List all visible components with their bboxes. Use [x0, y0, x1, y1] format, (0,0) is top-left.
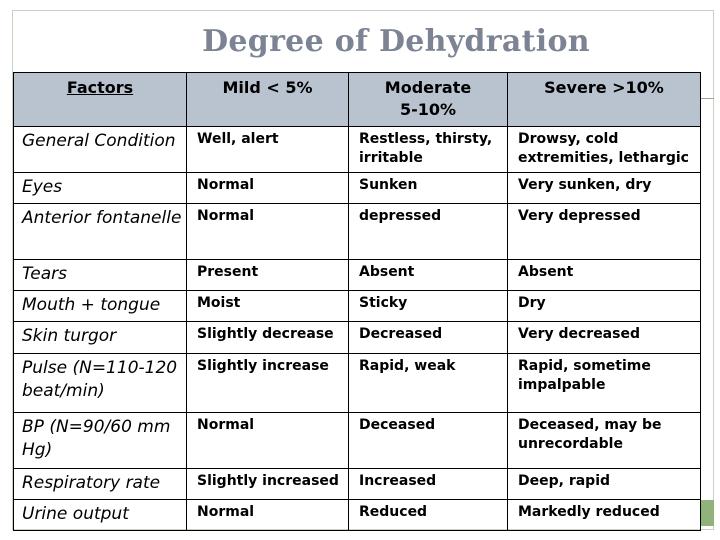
moderate-text: depressed: [359, 208, 442, 224]
factor-cell: General Condition: [13, 126, 187, 173]
mild-cell: Normal: [186, 412, 349, 469]
factor-cell: BP (N=90/60 mm Hg): [13, 412, 187, 469]
moderate-text: Rapid, weak: [359, 358, 456, 374]
table-row: Pulse (N=110-120 beat/min) Slightly incr…: [13, 353, 701, 413]
severe-text: Absent: [518, 264, 574, 280]
severe-text: Markedly reduced: [518, 504, 660, 520]
moderate-text: Decreased: [359, 326, 443, 342]
moderate-text: Increased: [359, 473, 437, 489]
mild-text: Normal: [197, 417, 255, 433]
moderate-cell: Rapid, weak: [348, 353, 508, 413]
table-row: General Condition Well, alert Restless, …: [13, 126, 701, 173]
mild-text: Normal: [197, 208, 255, 224]
mild-text: Normal: [197, 177, 255, 193]
moderate-cell: Sunken: [348, 172, 508, 204]
table-row: Eyes Normal Sunken Very sunken, dry: [13, 172, 701, 204]
mild-cell: Normal: [186, 203, 349, 260]
moderate-text: Absent: [359, 264, 415, 280]
severe-text: Rapid, sometime impalpable: [518, 358, 651, 393]
severe-text: Deep, rapid: [518, 473, 611, 489]
header-moderate: Moderate 5-10%: [348, 72, 508, 127]
severe-cell: Deep, rapid: [507, 468, 701, 500]
header-row: Factors Mild < 5% Moderate 5-10% Severe …: [13, 72, 701, 127]
mild-cell: Normal: [186, 172, 349, 204]
moderate-text: Restless, thirsty, irritable: [359, 131, 493, 166]
table-row: Anterior fontanelle Normal depressed Ver…: [13, 203, 701, 260]
severe-text: Drowsy, cold extremities, lethargic: [518, 131, 689, 166]
factor-cell: Tears: [13, 259, 187, 291]
severe-cell: Drowsy, cold extremities, lethargic: [507, 126, 701, 173]
mild-cell: Slightly increased: [186, 468, 349, 500]
moderate-cell: depressed: [348, 203, 508, 260]
factor-cell: Mouth + tongue: [13, 290, 187, 322]
mild-text: Well, alert: [197, 131, 279, 147]
severe-cell: Deceased, may be unrecordable: [507, 412, 701, 469]
mild-text: Slightly decrease: [197, 326, 334, 342]
moderate-cell: Increased: [348, 468, 508, 500]
header-factors: Factors: [13, 72, 187, 127]
mild-text: Present: [197, 264, 259, 280]
table-row: BP (N=90/60 mm Hg) Normal Deceased Decea…: [13, 412, 701, 469]
factor-cell: Respiratory rate: [13, 468, 187, 500]
factor-cell: Anterior fontanelle: [13, 203, 187, 260]
severe-text: Very depressed: [518, 208, 641, 224]
severe-cell: Rapid, sometime impalpable: [507, 353, 701, 413]
severe-text: Very decreased: [518, 326, 640, 342]
table-row: Skin turgor Slightly decrease Decreased …: [13, 321, 701, 354]
factor-cell: Eyes: [13, 172, 187, 204]
severe-text: Dry: [518, 295, 546, 311]
moderate-cell: Restless, thirsty, irritable: [348, 126, 508, 173]
moderate-cell: Sticky: [348, 290, 508, 322]
moderate-cell: Deceased: [348, 412, 508, 469]
header-moderate-line2: 5-10%: [399, 100, 457, 119]
factor-cell: Pulse (N=110-120 beat/min): [13, 353, 187, 413]
page-title: Degree of Dehydration: [202, 24, 590, 59]
mild-cell: Well, alert: [186, 126, 349, 173]
table-row: Respiratory rate Slightly increased Incr…: [13, 468, 701, 500]
table-row: Urine output Normal Reduced Markedly red…: [13, 499, 701, 531]
mild-cell: Slightly increase: [186, 353, 349, 413]
factor-cell: Urine output: [13, 499, 187, 531]
moderate-text: Sunken: [359, 177, 418, 193]
mild-cell: Normal: [186, 499, 349, 531]
accent-bar: [700, 500, 714, 526]
severe-cell: Very decreased: [507, 321, 701, 354]
severe-cell: Very sunken, dry: [507, 172, 701, 204]
severe-cell: Markedly reduced: [507, 499, 701, 531]
header-mild: Mild < 5%: [186, 72, 349, 127]
moderate-text: Deceased: [359, 417, 436, 433]
severe-cell: Dry: [507, 290, 701, 322]
factor-cell: Skin turgor: [13, 321, 187, 354]
table-row: Tears Present Absent Absent: [13, 259, 701, 291]
header-moderate-line1: Moderate: [384, 78, 472, 97]
table-row: Mouth + tongue Moist Sticky Dry: [13, 290, 701, 322]
mild-text: Slightly increase: [197, 358, 329, 374]
mild-text: Slightly increased: [197, 473, 339, 489]
mild-cell: Moist: [186, 290, 349, 322]
moderate-text: Sticky: [359, 295, 408, 311]
mild-cell: Present: [186, 259, 349, 291]
moderate-cell: Absent: [348, 259, 508, 291]
mild-text: Normal: [197, 504, 255, 520]
severe-text: Very sunken, dry: [518, 177, 652, 193]
accent-line: [690, 98, 714, 99]
header-severe: Severe >10%: [507, 72, 701, 127]
mild-text: Moist: [197, 295, 241, 311]
severe-cell: Absent: [507, 259, 701, 291]
moderate-cell: Reduced: [348, 499, 508, 531]
moderate-text: Reduced: [359, 504, 428, 520]
moderate-cell: Decreased: [348, 321, 508, 354]
severe-cell: Very depressed: [507, 203, 701, 260]
severe-text: Deceased, may be unrecordable: [518, 417, 662, 452]
mild-cell: Slightly decrease: [186, 321, 349, 354]
dehydration-table: Factors Mild < 5% Moderate 5-10% Severe …: [13, 72, 701, 531]
